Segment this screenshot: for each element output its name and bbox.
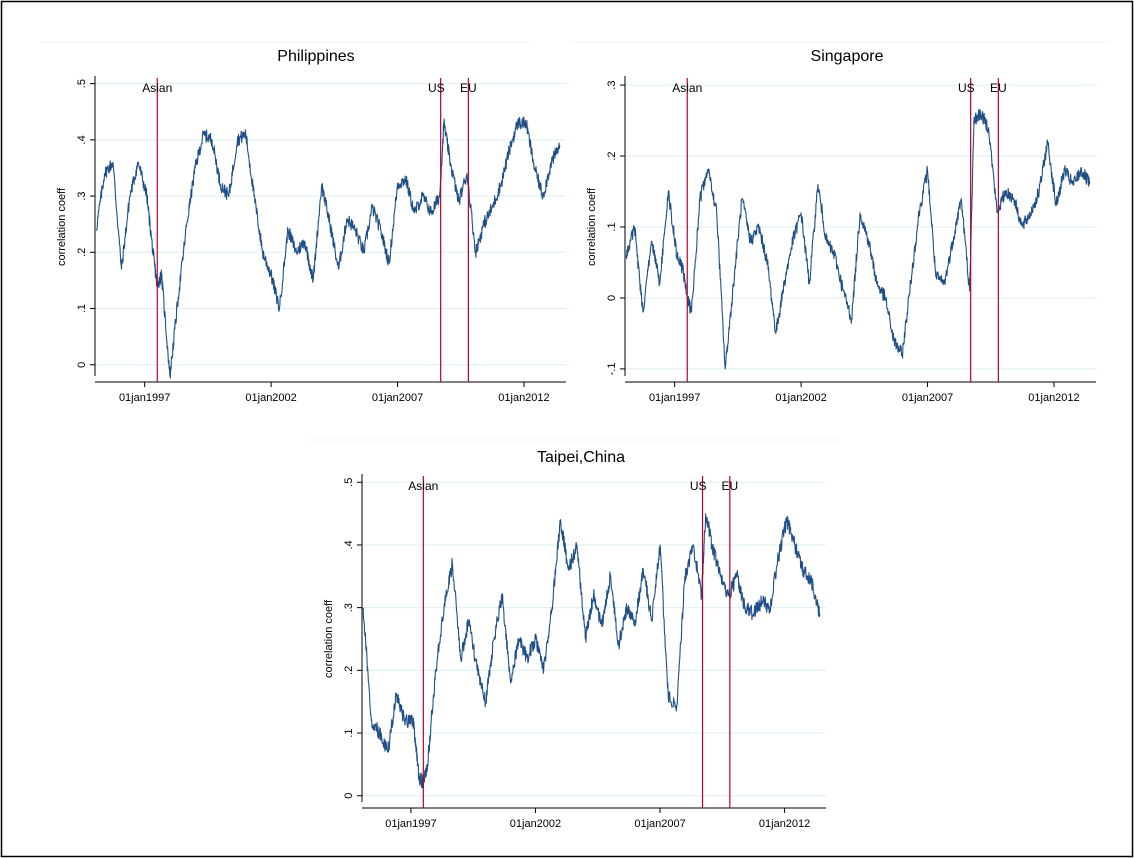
y-tick-label: 0 [343,793,355,799]
y-tick-label: .1 [606,222,618,231]
y-tick-label: .5 [343,478,355,487]
event-label: US [428,81,445,95]
x-tick-label: 01jan2002 [775,392,826,404]
x-tick-label: 01jan1997 [119,392,170,404]
event-label: US [958,81,975,95]
event-label: Asian [672,81,702,95]
y-tick-label: .3 [606,81,618,90]
y-axis-label: correlation coeff [323,599,335,678]
series-line [625,109,1091,370]
x-tick-label: 01jan2012 [498,392,549,404]
y-tick-label: .3 [343,603,355,612]
x-tick-label: 01jan2002 [510,818,561,830]
series-line [362,513,821,789]
y-tick-label: 0 [76,362,88,368]
event-label: Asian [142,81,172,95]
chart-panel: Philippines 0 .1 .2 .3 .4 .5 correlation coeff 0… [40,41,566,404]
event-label: EU [460,81,477,95]
y-tick-label: .2 [76,248,88,257]
y-tick-label: .3 [76,191,88,200]
chart-panel: Singapore -.1 0 .1 .2 .3 correlation coeff 01ja… [570,41,1110,404]
y-tick-label: 0 [606,295,618,301]
chart-title: Singapore [811,48,884,65]
y-tick-label: .2 [343,666,355,675]
y-tick-label: .1 [343,728,355,737]
chart-title: Philippines [277,48,354,65]
x-tick-label: 01jan1997 [649,392,700,404]
x-tick-label: 01jan2002 [245,392,296,404]
x-tick-label: 01jan2012 [1028,392,1079,404]
y-tick-label: .5 [76,79,88,88]
y-tick-label: .4 [76,135,88,144]
x-tick-label: 01jan2007 [902,392,953,404]
event-label: EU [990,81,1007,95]
x-tick-label: 01jan1997 [385,818,436,830]
y-tick-label: .2 [606,151,618,160]
y-tick-label: .1 [76,304,88,313]
y-axis-label: correlation coeff [586,187,598,266]
series-line [95,116,561,379]
y-axis-label: correlation coeff [56,187,68,266]
x-tick-label: 01jan2012 [759,818,810,830]
x-tick-label: 01jan2007 [634,818,685,830]
event-label: EU [721,479,738,493]
y-tick-label: -.1 [606,362,618,375]
event-label: Asian [408,479,438,493]
event-label: US [690,479,707,493]
x-tick-label: 01jan2007 [372,392,423,404]
chart-title: Taipei,China [537,449,625,466]
y-tick-label: .4 [343,540,355,549]
chart-panel: Taipei,China 0 .1 .2 .3 .4 .5 correlation coeff… [305,439,840,830]
